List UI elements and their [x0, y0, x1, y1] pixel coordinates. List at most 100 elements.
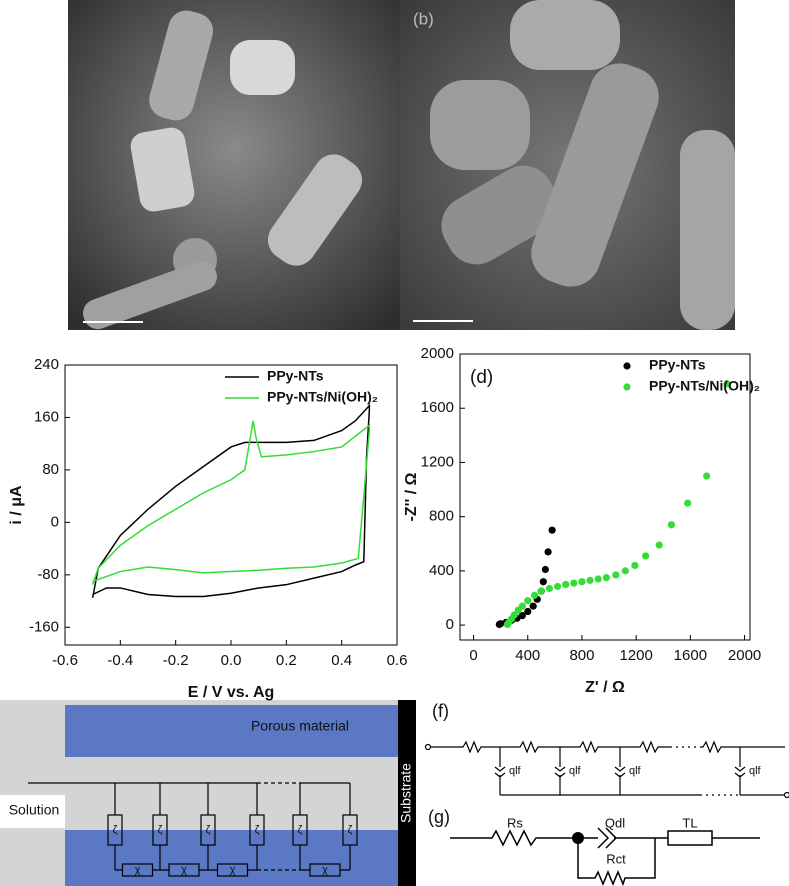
chi-label: χ: [181, 864, 187, 876]
y-tick-label: 0: [446, 616, 454, 633]
diagram: Porous material Solution Substrate ζ ζ ζ ζ ζ…: [0, 700, 416, 886]
x-tick-label: -0.2: [163, 652, 189, 669]
x-tick-label: 800: [569, 647, 594, 664]
legend-label: PPy-NTs/Ni(OH)₂: [649, 378, 760, 394]
zeta-label: ζ: [113, 824, 118, 836]
point: [524, 607, 532, 616]
capacitor: [614, 747, 626, 795]
point: [570, 579, 578, 587]
point: [537, 587, 545, 595]
y-tick-label: 1600: [421, 399, 454, 416]
point: [612, 571, 620, 579]
x-axis-label: E / V vs. Ag: [188, 684, 275, 701]
wire: [430, 740, 785, 754]
point: [602, 574, 610, 582]
legend-swatch: [623, 383, 631, 391]
point: [667, 521, 676, 529]
legend-label: PPy-NTs: [649, 357, 706, 373]
point: [544, 548, 552, 556]
chi-box: [121, 863, 154, 877]
point: [586, 576, 594, 584]
point: [594, 575, 602, 583]
point: [545, 584, 554, 593]
capacitor: [494, 747, 506, 795]
point: [703, 472, 711, 480]
tl-label: TL: [682, 815, 697, 830]
sem-image-b: (b): [400, 0, 735, 330]
y-tick-label: 800: [429, 508, 454, 525]
y-axis-label: -Z'' / Ω: [403, 472, 420, 521]
x-tick-label: 0.4: [331, 652, 352, 669]
solution-label: Solution: [9, 802, 60, 818]
point: [553, 582, 562, 591]
point: [548, 526, 556, 534]
sem-image-a: [68, 0, 400, 330]
x-tick-label: 2000: [728, 647, 761, 664]
zeta-box: [107, 814, 123, 846]
x-tick-label: 1200: [619, 647, 652, 664]
capacitor-label: qlf: [749, 765, 762, 777]
y-tick-label: 400: [429, 562, 454, 579]
circuit-g: (g) Rs Qdl TL Rct: [428, 807, 760, 886]
x-tick-label: 0.2: [276, 652, 297, 669]
panel-label: (b): [413, 9, 434, 28]
zeta-label: ζ: [298, 824, 303, 836]
x-tick-label: 1600: [674, 647, 707, 664]
x-tick-label: 0.6: [387, 652, 408, 669]
x-tick-label: 0.0: [221, 652, 242, 669]
point: [621, 567, 629, 575]
chi-box: [309, 863, 341, 877]
legend-label: PPy-NTs/Ni(OH)₂: [267, 389, 378, 405]
y-tick-label: 2000: [421, 345, 454, 362]
legend-label: PPy-NTs: [267, 368, 324, 384]
point: [497, 620, 505, 628]
point: [723, 380, 731, 388]
capacitor-label: qlf: [629, 765, 642, 777]
zeta-box: [342, 814, 358, 846]
capacitor: [734, 747, 746, 795]
rs-label: Rs: [507, 815, 523, 830]
point: [655, 541, 663, 549]
chi-box: [216, 863, 249, 877]
chi-label: χ: [230, 864, 236, 876]
zeta-box: [292, 814, 308, 846]
y-tick-label: 1200: [421, 453, 454, 470]
x-tick-label: -0.4: [107, 652, 133, 669]
dashed-wire: [257, 782, 300, 871]
point: [518, 602, 526, 610]
annotation: (d): [470, 367, 493, 388]
y-tick-label: 0: [51, 513, 59, 530]
zeta-box: [249, 814, 265, 846]
legend-swatch: [623, 362, 631, 370]
point: [518, 612, 526, 620]
y-axis-label: i / μA: [8, 485, 25, 525]
plot-frame: [459, 353, 751, 641]
x-axis-label: Z' / Ω: [585, 679, 625, 696]
point: [631, 561, 639, 570]
point: [642, 552, 650, 560]
porous-label: Porous material: [251, 718, 349, 734]
capacitor-label: qlf: [509, 765, 522, 777]
capacitor-label: qlf: [569, 765, 582, 777]
x-tick-label: -0.6: [52, 652, 78, 669]
chi-box: [168, 863, 200, 877]
zeta-box: [200, 814, 216, 846]
zeta-label: ζ: [255, 824, 260, 836]
y-tick-label: -80: [37, 566, 59, 583]
rct-label: Rct: [606, 851, 626, 866]
substrate-label: Substrate: [398, 763, 414, 823]
terminal: [424, 743, 432, 751]
y-tick-label: 240: [34, 356, 59, 373]
point: [529, 602, 537, 610]
dotted-wire: [670, 746, 740, 796]
zeta-label: ζ: [348, 824, 353, 836]
qdl-label: Qdl: [605, 815, 625, 830]
point: [524, 597, 532, 605]
capacitor: [554, 747, 566, 795]
chi-label: χ: [135, 864, 141, 876]
point: [684, 499, 692, 507]
chi-label: χ: [322, 864, 328, 876]
zeta-label: ζ: [158, 824, 163, 836]
plot-frame: [64, 364, 398, 646]
